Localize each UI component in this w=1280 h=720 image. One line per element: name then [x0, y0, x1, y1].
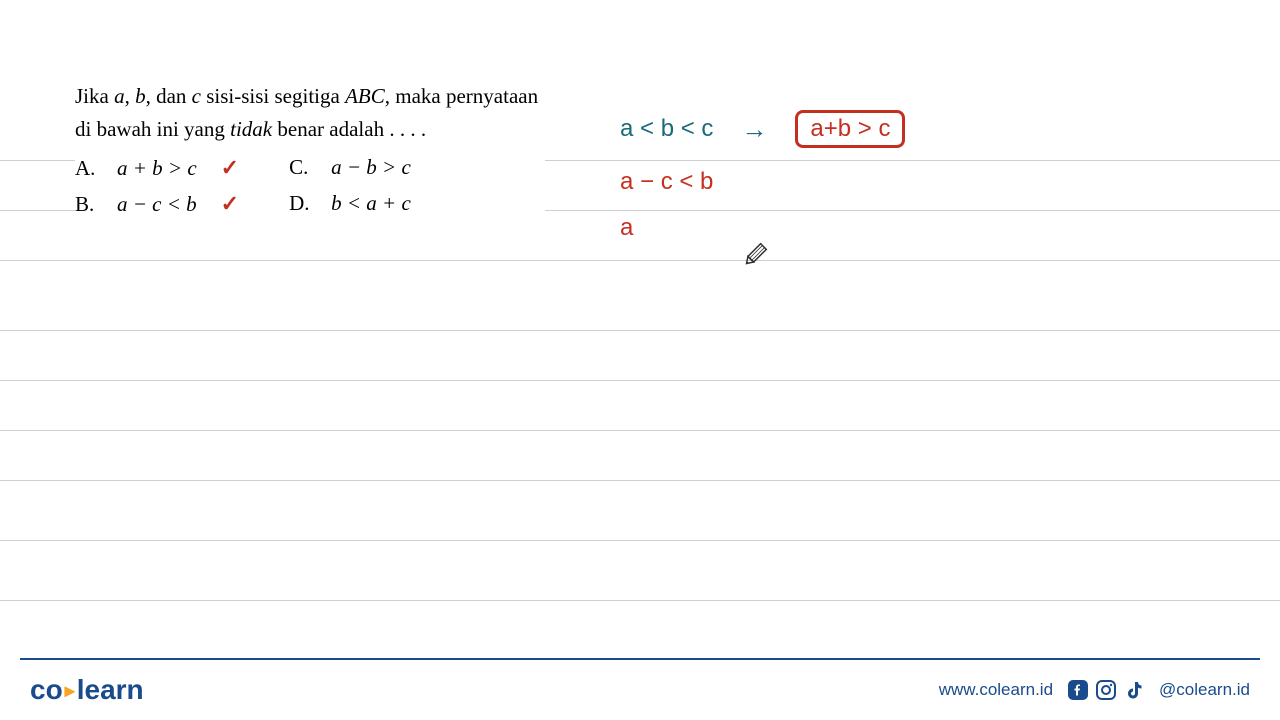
- var-c: c: [192, 84, 201, 108]
- pencil-cursor-icon: [740, 240, 770, 275]
- handwriting-text: a < b < c: [620, 115, 713, 143]
- logo-co: co: [30, 674, 63, 706]
- option-label: A.: [75, 152, 99, 185]
- logo-learn: learn: [77, 674, 144, 706]
- checkmark-icon: ✓: [221, 151, 239, 185]
- var-a: a: [114, 84, 125, 108]
- footer-handle: @colearn.id: [1159, 680, 1250, 700]
- option-a: A. a + b > c ✓: [75, 151, 239, 185]
- option-expr: a − b > c: [331, 151, 411, 184]
- question-text: Jika a, b, dan c sisi-sisi segitiga ABC,…: [75, 80, 545, 145]
- ruled-line: [0, 260, 1280, 261]
- text: Jika: [75, 84, 114, 108]
- ruled-line: [0, 430, 1280, 431]
- var-abc: ABC: [345, 84, 385, 108]
- boxed-answer: a+b > c: [795, 110, 905, 148]
- text: sisi-sisi segitiga: [201, 84, 345, 108]
- option-label: C.: [289, 151, 313, 184]
- ruled-line: [0, 600, 1280, 601]
- tiktok-icon: [1123, 679, 1145, 701]
- instagram-icon: [1095, 679, 1117, 701]
- ruled-line: [0, 540, 1280, 541]
- facebook-icon: [1067, 679, 1089, 701]
- footer: co ▸ learn www.colearn.id @colearn.id: [0, 660, 1280, 720]
- handwriting-line-1: a < b < c → a+b > c: [620, 110, 1180, 148]
- ruled-line: [0, 330, 1280, 331]
- option-label: B.: [75, 188, 99, 221]
- question-block: Jika a, b, dan c sisi-sisi segitiga ABC,…: [75, 80, 545, 221]
- ruled-line: [0, 380, 1280, 381]
- handwriting-line-2: a − c < b: [620, 168, 1180, 196]
- var-b: b: [135, 84, 146, 108]
- option-c: C. a − b > c: [289, 151, 411, 185]
- arrow-icon: →: [741, 114, 767, 145]
- footer-right: www.colearn.id @colearn.id: [939, 679, 1250, 701]
- text: , dan: [146, 84, 192, 108]
- option-d: D. b < a + c: [289, 187, 411, 221]
- social-icons: [1067, 679, 1145, 701]
- options-row-2: B. a − c < b ✓ D. b < a + c: [75, 187, 545, 221]
- option-expr: a + b > c: [117, 152, 197, 185]
- options-row-1: A. a + b > c ✓ C. a − b > c: [75, 151, 545, 185]
- text: ,: [125, 84, 136, 108]
- ruled-line: [0, 480, 1280, 481]
- option-b: B. a − c < b ✓: [75, 187, 239, 221]
- option-expr: b < a + c: [331, 187, 411, 220]
- handwriting-line-3: a: [620, 214, 1180, 242]
- text: benar adalah . . . .: [272, 117, 426, 141]
- colearn-logo: co ▸ learn: [30, 674, 144, 706]
- checkmark-icon: ✓: [221, 187, 239, 221]
- handwriting-area: a < b < c → a+b > c a − c < b a: [620, 110, 1180, 242]
- option-expr: a − c < b: [117, 188, 197, 221]
- word-tidak: tidak: [230, 117, 272, 141]
- logo-dot-icon: ▸: [65, 678, 75, 703]
- option-label: D.: [289, 187, 313, 220]
- footer-url: www.colearn.id: [939, 680, 1053, 700]
